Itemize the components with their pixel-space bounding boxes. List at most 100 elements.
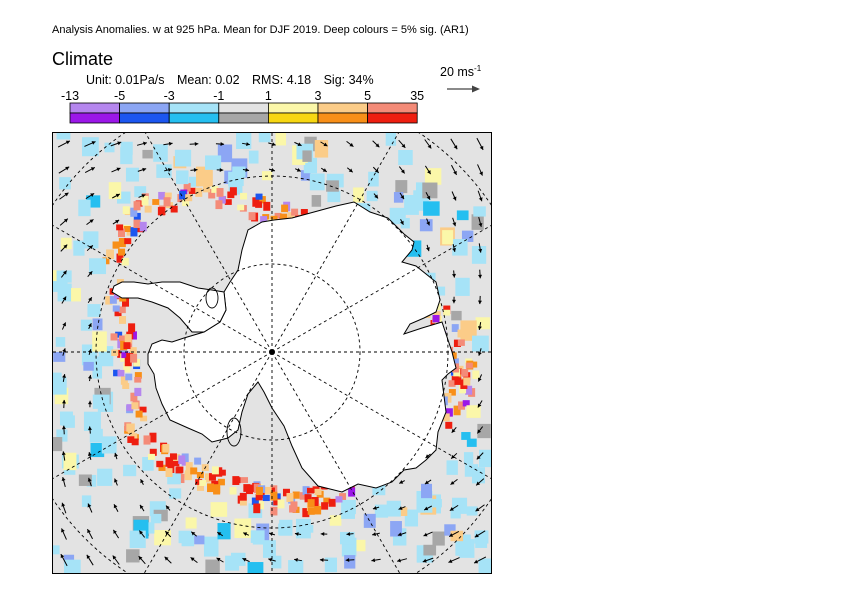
anomaly-cell [255, 193, 263, 200]
anomaly-cell [129, 530, 146, 549]
anomaly-cell [133, 201, 141, 211]
anomaly-cell [196, 471, 204, 479]
wind-vector [88, 322, 92, 330]
anomaly-cell [165, 468, 173, 477]
anomaly-cell [122, 206, 130, 215]
wind-vector-head [426, 247, 430, 252]
wind-vector-head [478, 377, 482, 382]
anomaly-cell [442, 413, 450, 422]
anomaly-cell [118, 248, 126, 256]
ice-shelf-island [205, 287, 219, 309]
wind-vector [372, 166, 380, 174]
wind-vector [138, 555, 146, 565]
wind-vector [450, 138, 458, 150]
wind-vector-head [452, 196, 457, 201]
anomaly-cell [324, 557, 337, 573]
anomaly-cell [453, 339, 461, 347]
wind-vector-head [112, 555, 117, 560]
wind-vector-head [194, 141, 199, 146]
anomaly-cell [456, 210, 469, 221]
anomaly-cell [248, 150, 259, 164]
anomaly-cell [264, 486, 272, 495]
anomaly-cell [121, 351, 129, 359]
wind-vector [476, 137, 484, 151]
wind-vector [114, 478, 118, 486]
wind-vector [426, 218, 430, 226]
anomaly-cell [419, 219, 433, 232]
anomaly-cell [165, 457, 173, 467]
wind-vector-head [477, 403, 482, 408]
wind-vector [216, 167, 224, 172]
anomaly-cell [213, 484, 221, 494]
anomaly-cell [466, 506, 478, 516]
anomaly-cell [475, 317, 490, 330]
wind-vector-head [88, 426, 92, 431]
anomaly-cell [141, 195, 149, 206]
wind-vector-head [294, 532, 299, 537]
anomaly-cell [404, 194, 419, 215]
anomaly-cell [56, 132, 71, 140]
anomaly-cell [270, 491, 278, 501]
anomaly-cell [288, 560, 304, 574]
wind-vector-head [138, 556, 143, 561]
anomaly-cell [131, 402, 139, 410]
map-frame [52, 132, 492, 574]
anomaly-cell [185, 462, 193, 472]
anomaly-cell [452, 239, 468, 256]
anomaly-cell [321, 502, 329, 510]
anomaly-cell [118, 335, 126, 342]
wind-vector [190, 556, 198, 564]
anomaly-cell [149, 448, 157, 456]
wind-vector-head [452, 273, 456, 278]
anomaly-cell [295, 518, 311, 539]
anomaly-cell [461, 369, 469, 377]
anomaly-cell [83, 231, 99, 249]
wind-vector [86, 554, 94, 566]
anomaly-cell [271, 555, 282, 569]
anomaly-cell [52, 270, 62, 282]
anomaly-cell [471, 246, 487, 264]
anomaly-cell [117, 228, 125, 238]
anomaly-cell [169, 488, 182, 499]
wind-vector [242, 557, 250, 563]
wind-vector-head [87, 374, 92, 379]
wind-vector [189, 141, 199, 146]
wind-vector [87, 374, 92, 382]
anomaly-cell [397, 507, 408, 516]
anomaly-cell [52, 545, 60, 555]
wind-vector-head [372, 506, 377, 510]
anomaly-cell [307, 499, 315, 508]
wind-vector-head [323, 142, 328, 147]
anomaly-cell [129, 331, 137, 340]
wind-vector-head [90, 167, 95, 171]
anomaly-cell [61, 417, 72, 426]
wind-vector [216, 557, 224, 563]
colorbar-swatch-light [367, 102, 418, 114]
anomaly-cell [126, 404, 134, 411]
anomaly-cell [182, 199, 190, 207]
wind-vector-head [165, 505, 170, 510]
anomaly-cell [424, 168, 442, 185]
anomaly-cell [144, 205, 152, 213]
wind-vector-head [89, 219, 94, 224]
anomaly-cell [275, 132, 287, 146]
wind-vector-head [294, 557, 298, 562]
anomaly-cell [117, 369, 125, 377]
wind-vector [345, 558, 355, 563]
anomaly-cell [451, 358, 459, 366]
anomaly-cell [120, 375, 128, 385]
wind-vector [399, 480, 405, 484]
wind-vector-head [88, 271, 93, 276]
anomaly-cell [309, 173, 325, 191]
anomaly-cell [450, 530, 464, 542]
anomaly-cell [237, 204, 245, 211]
anomaly-cell [157, 207, 165, 216]
wind-vector-head [270, 167, 275, 172]
anomaly-cell [89, 428, 103, 443]
anomaly-cell [247, 562, 264, 574]
anomaly-cell [463, 452, 474, 465]
anomaly-cell [123, 464, 137, 477]
wind-vector [372, 532, 380, 537]
anomaly-cell [56, 270, 72, 283]
anomaly-cell [139, 406, 147, 413]
